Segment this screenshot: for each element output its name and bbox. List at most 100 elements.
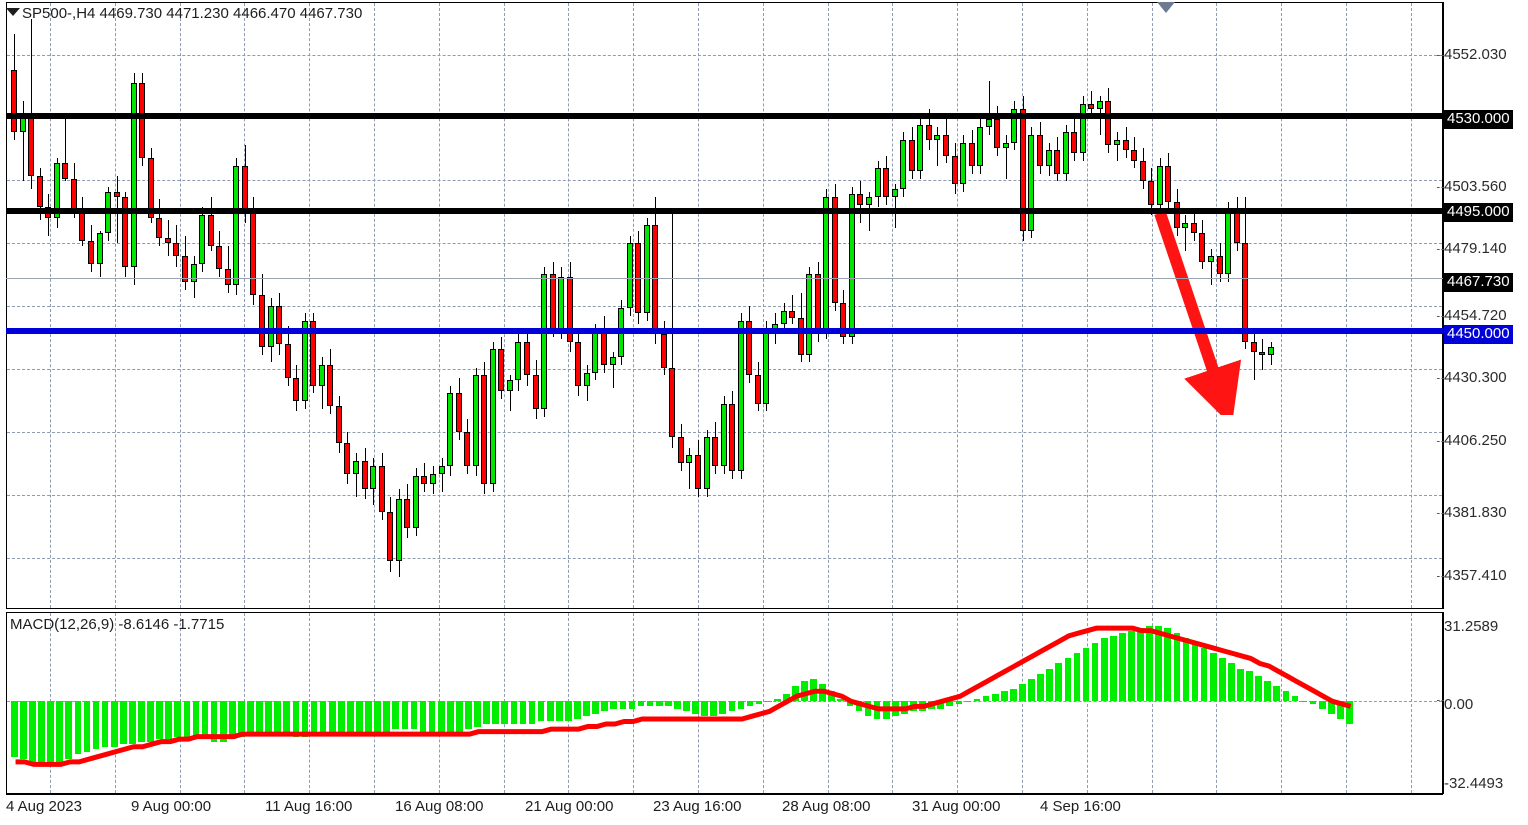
macd-histogram-bar — [746, 701, 754, 707]
candle-body-bearish — [883, 168, 890, 197]
level-line-4530-000[interactable] — [6, 113, 1443, 119]
vertical-gridline — [892, 3, 893, 608]
candle-body-bearish — [1122, 140, 1129, 151]
level-line-4450-000[interactable] — [6, 328, 1443, 334]
candle-wick — [1253, 328, 1255, 381]
candle-body-bullish — [703, 437, 710, 490]
price-axis-tick — [1437, 316, 1444, 317]
macd-histogram-bar — [92, 701, 100, 750]
collapse-triangle-icon[interactable] — [6, 8, 20, 16]
candle-body-bearish — [387, 512, 394, 562]
macd-histogram-bar — [619, 701, 627, 709]
candle-body-bullish — [412, 476, 419, 528]
macd-histogram-bar — [528, 701, 536, 725]
macd-histogram-bar — [674, 701, 681, 709]
macd-histogram-bar — [1019, 683, 1026, 702]
vertical-gridline — [1087, 3, 1088, 608]
candle-body-bearish — [276, 305, 283, 345]
vertical-gridline — [1411, 3, 1412, 608]
candle-wick — [689, 447, 691, 490]
price-gridline — [7, 179, 1442, 181]
macd-histogram-bar — [964, 701, 972, 703]
candle-body-bearish — [481, 375, 488, 484]
macd-histogram-bar — [1191, 643, 1199, 702]
candle-body-bullish — [96, 233, 103, 265]
macd-histogram-bar — [637, 701, 645, 707]
candle-body-bearish — [258, 295, 265, 347]
vertical-gridline — [763, 613, 764, 793]
vertical-gridline — [633, 3, 634, 608]
macd-axis-tick — [1437, 700, 1444, 702]
candle-wick — [988, 80, 990, 135]
candle-body-bullish — [199, 215, 206, 265]
price-axis-label: 4430.300 — [1444, 369, 1507, 386]
macd-histogram-bar — [1155, 625, 1163, 702]
candle-body-bullish — [318, 364, 325, 386]
macd-histogram-bar — [437, 701, 445, 732]
macd-histogram-bar — [65, 701, 73, 760]
price-plot-area[interactable] — [7, 3, 1442, 608]
macd-plot-area[interactable] — [7, 613, 1442, 793]
macd-histogram-bar — [946, 701, 954, 707]
time-axis-label: 21 Aug 00:00 — [525, 798, 614, 815]
vertical-gridline — [115, 3, 116, 608]
macd-histogram-bar — [337, 701, 345, 732]
macd-histogram-bar — [238, 701, 245, 737]
vertical-gridline — [374, 3, 375, 608]
candle-body-bearish — [532, 375, 539, 409]
candle-body-bullish — [1208, 256, 1214, 262]
candle-body-bearish — [789, 310, 796, 319]
macd-histogram-bar — [210, 701, 218, 742]
macd-histogram-bar — [737, 701, 745, 709]
candle-body-bullish — [267, 305, 274, 347]
candle-body-bullish — [848, 194, 855, 337]
candle-body-bearish — [797, 318, 804, 355]
candle-wick — [1262, 339, 1264, 371]
vertical-gridline — [1022, 3, 1023, 608]
candle-body-bullish — [866, 196, 872, 205]
bearish-arrow-annotation[interactable] — [1140, 195, 1260, 415]
macd-histogram-bar — [792, 686, 799, 702]
vertical-gridline — [504, 3, 505, 608]
candle-body-bearish — [139, 83, 146, 159]
candle-body-bearish — [1190, 222, 1197, 234]
candle-body-bullish — [370, 465, 377, 490]
candle-body-bearish — [840, 302, 847, 337]
macd-histogram-bar — [592, 701, 599, 714]
macd-histogram-bar — [365, 701, 372, 732]
candle-body-bullish — [395, 499, 402, 562]
vertical-gridline — [1022, 613, 1023, 793]
candle-body-bearish — [575, 341, 582, 386]
macd-histogram-bar — [446, 701, 454, 732]
x-axis[interactable]: 4 Aug 2023 9 Aug 00:00 11 Aug 16:00 16 Aug … — [0, 795, 1528, 825]
macd-histogram-bar — [383, 701, 391, 732]
macd-histogram-bar — [755, 701, 763, 704]
macd-histogram-bar — [292, 701, 300, 737]
macd-histogram-bar — [828, 691, 836, 702]
candle-body-bullish — [686, 455, 693, 464]
candle-body-bearish — [79, 209, 86, 241]
candle-wick — [792, 295, 794, 324]
candle-wick — [31, 18, 33, 190]
macd-histogram-bar — [47, 701, 54, 765]
vertical-gridline — [698, 3, 699, 608]
candle-body-bullish — [301, 321, 308, 402]
macd-histogram-bar — [973, 698, 981, 702]
level-line-4467-730[interactable] — [6, 278, 1443, 279]
macd-histogram-bar — [129, 701, 136, 745]
time-axis-label: 31 Aug 00:00 — [912, 798, 1001, 815]
macd-histogram-bar — [310, 701, 318, 735]
symbol-title: SP500-,H4 4469.730 4471.230 4466.470 446… — [22, 5, 363, 22]
candle-body-bearish — [404, 499, 411, 528]
candle-body-bearish — [70, 178, 77, 210]
level-line-4495-000[interactable] — [6, 208, 1443, 214]
price-axis-label: 4467.730 — [1444, 273, 1513, 292]
candle-body-bullish — [583, 372, 590, 386]
candle-body-bullish — [1028, 134, 1035, 231]
price-axis-label: 4450.000 — [1444, 325, 1513, 344]
candle-body-bearish — [831, 196, 838, 303]
macd-histogram-bar — [265, 701, 272, 732]
price-axis-tick — [1437, 187, 1444, 188]
macd-histogram-bar — [374, 701, 381, 732]
